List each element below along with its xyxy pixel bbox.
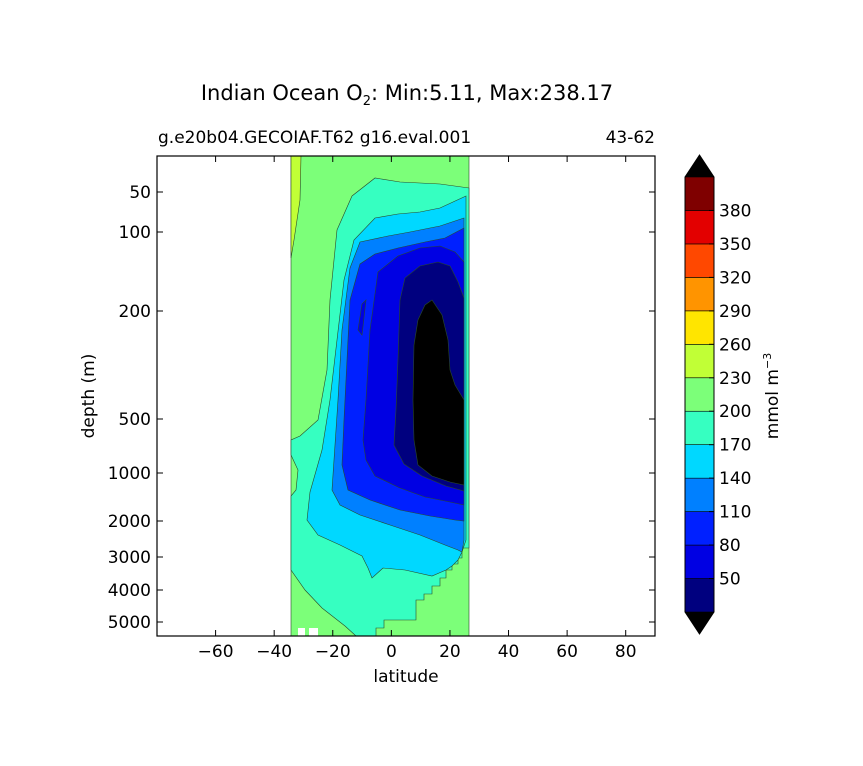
colorbar-segment (684, 511, 715, 546)
colorbar-tick-label: 260 (719, 335, 751, 355)
colorbar-tick-label: 290 (719, 302, 751, 322)
y-tick-label: 1000 (108, 464, 151, 484)
land-mask-south (298, 628, 318, 636)
plot-frame (156, 155, 656, 637)
x-tick-label: 40 (498, 642, 520, 662)
y-tick-label: 3000 (108, 548, 151, 568)
y-tick-label: 500 (119, 410, 151, 430)
y-tick-label: 4000 (108, 581, 151, 601)
colorbar-outline (684, 154, 715, 635)
colorbar-tick-label: 50 (719, 570, 741, 590)
colorbar-tick-label: 110 (719, 503, 751, 523)
y-tick-label: 50 (129, 183, 151, 203)
y-tick-label: 100 (119, 223, 151, 243)
colorbar-tick-label: 200 (719, 402, 751, 422)
colorbar-segment (684, 410, 715, 445)
colorbar-segment (684, 377, 715, 412)
colorbar-tick-label: 170 (719, 436, 751, 456)
colorbar-under-arrow (685, 612, 714, 634)
y-tick-label: 200 (119, 302, 151, 322)
x-tick-label: 20 (439, 642, 461, 662)
colorbar-segment (684, 243, 715, 278)
colorbar-tick-label: 320 (719, 268, 751, 288)
contour-below-20 (412, 299, 465, 486)
x-tick-label: 0 (386, 642, 397, 662)
colorbar-over-arrow (685, 155, 714, 177)
chart-subtitle-right: 43-62 (606, 128, 655, 148)
contour-fields (290, 155, 470, 637)
colorbar-segment (684, 544, 715, 579)
colorbar-segment (684, 176, 715, 211)
colorbar-segment (684, 277, 715, 312)
chart-title: Indian Ocean O2: Min:5.11, Max:238.17 (201, 81, 613, 109)
plot-area: −60 −40 −20 0 20 40 60 80 50 100 200 500 1000 2000 30… (108, 155, 656, 662)
colorbar-tick-label: 350 (719, 235, 751, 255)
x-axis-ticks: −60 −40 −20 0 20 40 60 80 (198, 156, 637, 662)
x-tick-label: −40 (256, 642, 292, 662)
x-tick-label: −20 (315, 642, 351, 662)
colorbar-segment (684, 578, 715, 613)
colorbar-tick-label: 140 (719, 469, 751, 489)
x-axis-label: latitude (373, 667, 438, 687)
colorbar-label: mmol m−3 (761, 353, 783, 439)
colorbar-tick-label: 80 (719, 536, 741, 556)
colorbar-segment (684, 444, 715, 479)
colorbar-tick-label: 230 (719, 369, 751, 389)
colorbar-tick-label: 380 (719, 201, 751, 221)
y-tick-label: 5000 (108, 613, 151, 633)
x-tick-label: 80 (615, 642, 637, 662)
colorbar-segment (684, 344, 715, 379)
colorbar-segment (684, 210, 715, 245)
colorbar-segment (684, 310, 715, 345)
colorbar-segment (684, 477, 715, 512)
chart-subtitle-left: g.e20b04.GECOIAF.T62 g16.eval.001 (158, 128, 471, 148)
y-axis-label: depth (m) (79, 354, 99, 439)
x-tick-label: −60 (198, 642, 234, 662)
y-tick-label: 2000 (108, 512, 151, 532)
x-tick-label: 60 (556, 642, 578, 662)
y-axis-ticks: 50 100 200 500 1000 2000 3000 4000 5000 (108, 183, 655, 633)
colorbar: 50 80 110 140 170 200 230 260 290 320 350 380 (684, 154, 751, 635)
